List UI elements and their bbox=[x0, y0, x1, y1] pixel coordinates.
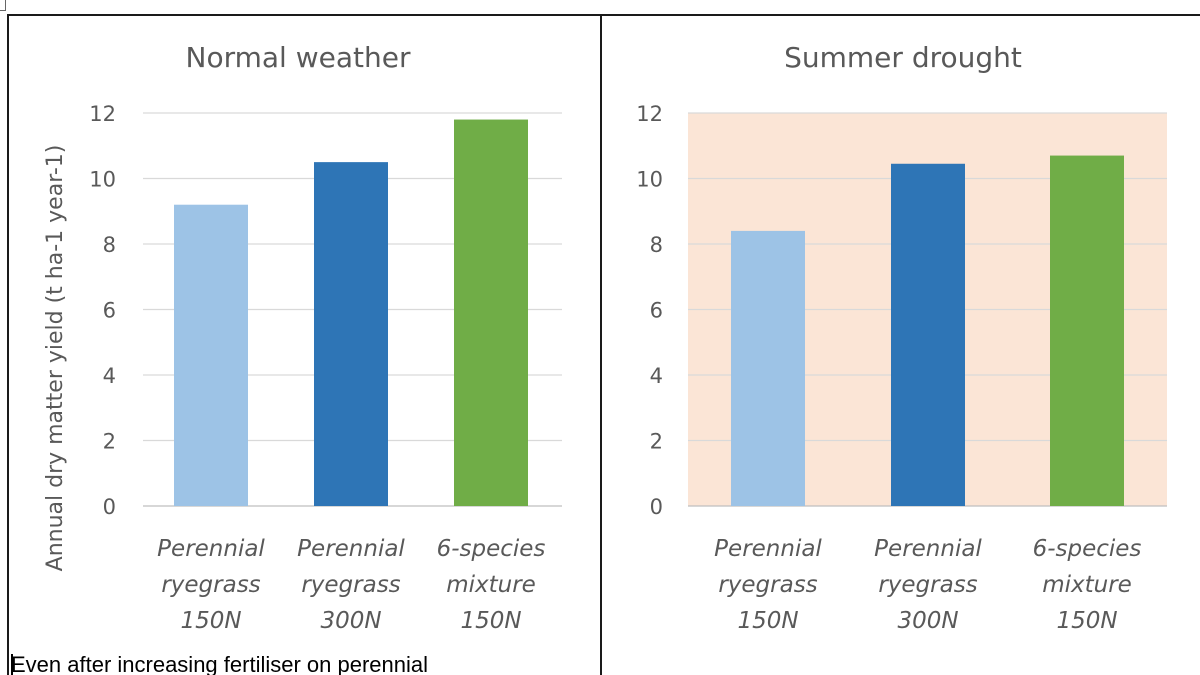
chart-title: Summer drought bbox=[784, 41, 1022, 74]
x-tick-label: 300N bbox=[320, 608, 381, 634]
x-tick-label: 300N bbox=[897, 608, 958, 634]
y-tick-label: 6 bbox=[650, 299, 663, 323]
y-tick-label: 4 bbox=[103, 364, 116, 388]
x-tick-label: 150N bbox=[180, 608, 241, 634]
bar bbox=[314, 162, 388, 506]
bar bbox=[731, 230, 805, 506]
x-tick-label: mixture bbox=[1042, 572, 1132, 598]
table-border-top bbox=[7, 14, 1200, 16]
x-tick-label: ryegrass bbox=[301, 572, 400, 598]
x-tick-label: Perennial bbox=[714, 536, 822, 562]
y-tick-label: 12 bbox=[636, 102, 663, 126]
y-tick-label: 10 bbox=[636, 168, 663, 192]
x-tick-label: 150N bbox=[1056, 608, 1117, 634]
bar bbox=[174, 204, 248, 506]
chart-summer-drought: 0 2 4 6 8 10 12 Summer drought Perennial ryegrass… bbox=[636, 41, 1167, 634]
x-tick-label: ryegrass bbox=[161, 572, 260, 598]
x-tick-label: ryegrass bbox=[878, 572, 977, 598]
y-tick-label: 6 bbox=[103, 299, 116, 323]
x-tick-label: 6-species bbox=[437, 536, 546, 562]
y-tick-label: 10 bbox=[89, 168, 116, 192]
x-tick-label: 150N bbox=[460, 608, 521, 634]
x-tick-label: 6-species bbox=[1033, 536, 1142, 562]
y-axis-label: Annual dry matter yield (t ha-1 year-1) bbox=[43, 145, 68, 572]
y-tick-label: 8 bbox=[103, 233, 116, 257]
chart-normal-weather: 0 2 4 6 8 10 12 Normal weather Annual dry matter… bbox=[43, 41, 562, 634]
x-tick-label: Perennial bbox=[157, 536, 265, 562]
y-tick-label: 0 bbox=[650, 495, 663, 519]
x-tick-label: Perennial bbox=[874, 536, 982, 562]
chart-title: Normal weather bbox=[186, 41, 411, 74]
document-caption: Even after increasing fertiliser on pere… bbox=[11, 652, 429, 675]
table-border-middle bbox=[600, 14, 602, 675]
x-tick-label: 150N bbox=[737, 608, 798, 634]
y-tick-label: 2 bbox=[103, 430, 116, 454]
x-tick-label: Perennial bbox=[297, 536, 405, 562]
y-tick-label: 12 bbox=[89, 102, 116, 126]
x-tick-label: ryegrass bbox=[718, 572, 817, 598]
y-tick-label: 8 bbox=[650, 233, 663, 257]
x-tick-label: mixture bbox=[446, 572, 536, 598]
bar bbox=[1050, 155, 1124, 506]
text-cursor bbox=[11, 654, 13, 675]
y-tick-label: 2 bbox=[650, 430, 663, 454]
bar bbox=[454, 119, 528, 507]
corner-mark bbox=[0, 0, 6, 11]
table-border-left bbox=[7, 14, 9, 675]
y-tick-label: 4 bbox=[650, 364, 663, 388]
y-tick-label: 0 bbox=[103, 495, 116, 519]
bar bbox=[891, 163, 965, 506]
